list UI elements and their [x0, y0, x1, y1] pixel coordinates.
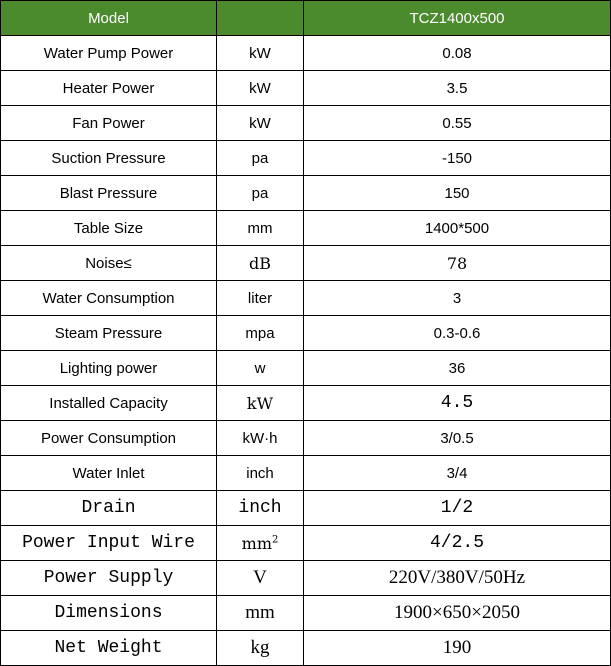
- row-value: -150: [303, 140, 611, 176]
- row-value: 4/2.5: [303, 525, 611, 561]
- row-label: Installed Capacity: [0, 385, 217, 421]
- row-unit: mm: [216, 210, 304, 246]
- row-label: Steam Pressure: [0, 315, 217, 351]
- row-value: 190: [303, 630, 611, 666]
- row-unit: inch: [216, 490, 304, 526]
- table-row: Lighting power w 36: [0, 350, 611, 386]
- row-label: Water Inlet: [0, 455, 217, 491]
- table-header-row: Model TCZ1400x500: [0, 0, 611, 36]
- header-label-cell: Model: [0, 0, 217, 36]
- table-row: Table Size mm 1400*500: [0, 210, 611, 246]
- row-label: Heater Power: [0, 70, 217, 106]
- row-value: 0.08: [303, 35, 611, 71]
- row-value: 3: [303, 280, 611, 316]
- row-label: Drain: [0, 490, 217, 526]
- row-unit: mpa: [216, 315, 304, 351]
- table-row: Power Consumption kW·h 3/0.5: [0, 420, 611, 456]
- table-row: Suction Pressure pa -150: [0, 140, 611, 176]
- row-unit: pa: [216, 140, 304, 176]
- row-unit: kW·h: [216, 420, 304, 456]
- row-unit: pa: [216, 175, 304, 211]
- row-unit: inch: [216, 455, 304, 491]
- row-label: Power Input Wire: [0, 525, 217, 561]
- row-unit: liter: [216, 280, 304, 316]
- row-unit: kW: [216, 70, 304, 106]
- row-value: 78: [303, 245, 611, 281]
- table-row: Noise≤ dB 78: [0, 245, 611, 281]
- row-unit: V: [216, 560, 304, 596]
- row-value: 3/4: [303, 455, 611, 491]
- row-label: Suction Pressure: [0, 140, 217, 176]
- row-label: Dimensions: [0, 595, 217, 631]
- row-value: 36: [303, 350, 611, 386]
- row-unit: kW: [216, 35, 304, 71]
- row-value: 0.3-0.6: [303, 315, 611, 351]
- row-unit: mm: [216, 595, 304, 631]
- row-value: 3/0.5: [303, 420, 611, 456]
- row-label: Water Pump Power: [0, 35, 217, 71]
- row-unit: mm: [241, 533, 272, 553]
- table-row: Power Input Wire mm2 4/2.5: [0, 525, 611, 561]
- table-row: Net Weight kg 190: [0, 630, 611, 666]
- row-label: Table Size: [0, 210, 217, 246]
- table-row: Drain inch 1/2: [0, 490, 611, 526]
- row-unit-cell: mm2: [216, 525, 304, 561]
- table-row: Water Consumption liter 3: [0, 280, 611, 316]
- table-row: Water Pump Power kW 0.08: [0, 35, 611, 71]
- row-label: Water Consumption: [0, 280, 217, 316]
- row-unit: kg: [216, 630, 304, 666]
- row-label: Power Consumption: [0, 420, 217, 456]
- header-model-value-cell: TCZ1400x500: [303, 0, 611, 36]
- row-unit: dB: [216, 245, 304, 281]
- row-value: 1/2: [303, 490, 611, 526]
- table-row: Installed Capacity kW 4.5: [0, 385, 611, 421]
- table-row: Power Supply V 220V/380V/50Hz: [0, 560, 611, 596]
- row-value: 3.5: [303, 70, 611, 106]
- row-label: Power Supply: [0, 560, 217, 596]
- row-value: 4.5: [303, 385, 611, 421]
- table-row: Blast Pressure pa 150: [0, 175, 611, 211]
- table-row: Steam Pressure mpa 0.3-0.6: [0, 315, 611, 351]
- unit-superscript: 2: [271, 534, 279, 546]
- table-row: Water Inlet inch 3/4: [0, 455, 611, 491]
- row-unit: kW: [216, 385, 304, 421]
- row-label: Lighting power: [0, 350, 217, 386]
- row-value: 150: [303, 175, 611, 211]
- table-row: Dimensions mm 1900×650×2050: [0, 595, 611, 631]
- row-value: 0.55: [303, 105, 611, 141]
- row-unit: w: [216, 350, 304, 386]
- table-row: Fan Power kW 0.55: [0, 105, 611, 141]
- row-value: 220V/380V/50Hz: [303, 560, 611, 596]
- row-label: Blast Pressure: [0, 175, 217, 211]
- row-label: Fan Power: [0, 105, 217, 141]
- row-unit: kW: [216, 105, 304, 141]
- row-value: 1400*500: [303, 210, 611, 246]
- table-row: Heater Power kW 3.5: [0, 70, 611, 106]
- row-label: Net Weight: [0, 630, 217, 666]
- row-label: Noise≤: [0, 245, 217, 281]
- row-value: 1900×650×2050: [303, 595, 611, 631]
- header-unit-cell: [216, 0, 304, 36]
